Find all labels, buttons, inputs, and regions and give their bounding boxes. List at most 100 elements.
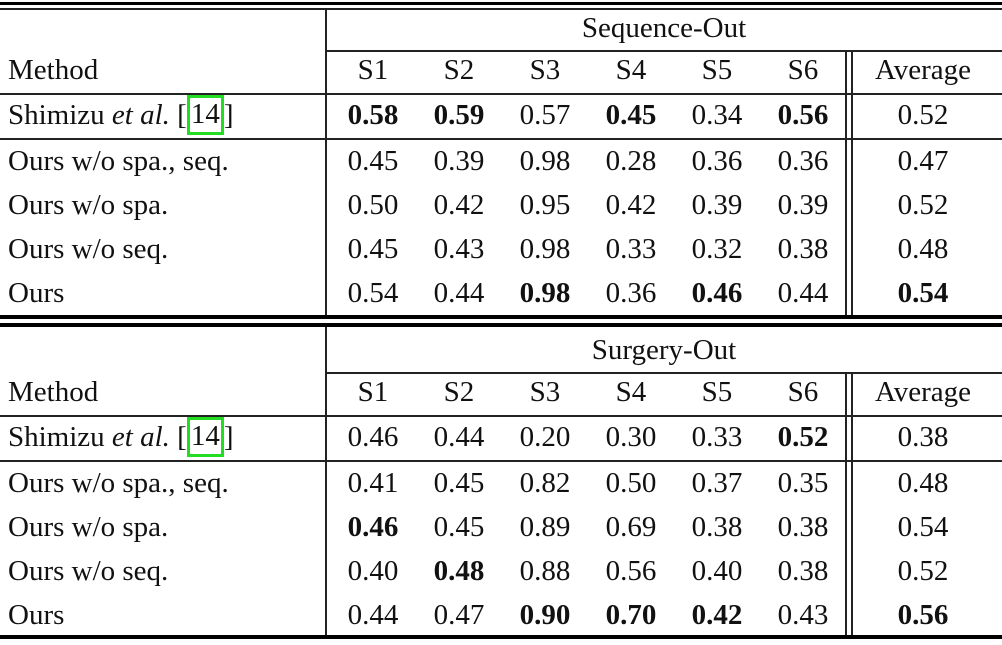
baseline-average: 0.38	[897, 421, 949, 453]
average-value: 0.56	[897, 599, 949, 631]
value-s4: 0.42	[605, 189, 657, 221]
citation-open-bracket: [	[169, 99, 187, 131]
value-s2: 0.42	[433, 189, 485, 221]
column-header-s4: S4	[615, 376, 647, 408]
value-s1: 0.54	[347, 277, 399, 309]
baseline-value-s4: 0.45	[605, 99, 657, 131]
method-name: Ours	[8, 277, 65, 309]
value-s3: 0.88	[519, 555, 571, 587]
baseline-rule	[0, 460, 1002, 462]
value-s2: 0.47	[433, 599, 485, 631]
value-s5: 0.42	[691, 599, 743, 631]
value-s3: 0.95	[519, 189, 571, 221]
baseline-value-s5: 0.34	[691, 99, 743, 131]
method-name: Ours w/o spa., seq.	[8, 145, 229, 177]
value-s3: 0.98	[519, 233, 571, 265]
value-s1: 0.50	[347, 189, 399, 221]
value-s6: 0.38	[777, 511, 829, 543]
group-title-rule	[326, 372, 1002, 374]
method-header: Method	[8, 54, 99, 86]
baseline-name-prefix: Shimizu	[8, 421, 112, 453]
value-s3: 0.98	[519, 145, 571, 177]
value-s2: 0.48	[433, 555, 485, 587]
baseline-value-s6: 0.56	[777, 99, 829, 131]
column-header-s6: S6	[787, 54, 819, 86]
top-rule	[0, 2, 1002, 5]
average-value: 0.54	[897, 277, 949, 309]
value-s2: 0.43	[433, 233, 485, 265]
value-s5: 0.38	[691, 511, 743, 543]
baseline-name-prefix: Shimizu	[8, 99, 112, 131]
surgery-out-table: Surgery-Out Method S1 S2 S3 S4 S5 S6 Average Shim…	[0, 315, 1002, 644]
value-s5: 0.36	[691, 145, 743, 177]
method-divider	[325, 327, 327, 635]
header-rule	[0, 93, 1002, 95]
citation-link[interactable]: 14	[186, 417, 224, 458]
citation-close-bracket: ]	[223, 421, 234, 453]
baseline-value-s2: 0.59	[433, 99, 485, 131]
value-s6: 0.43	[777, 599, 829, 631]
value-s1: 0.45	[347, 145, 399, 177]
value-s6: 0.39	[777, 189, 829, 221]
average-value: 0.48	[897, 233, 949, 265]
column-header-s1: S1	[357, 54, 389, 86]
baseline-value-s5: 0.33	[691, 421, 743, 453]
value-s5: 0.39	[691, 189, 743, 221]
value-s1: 0.46	[347, 511, 399, 543]
value-s5: 0.40	[691, 555, 743, 587]
value-s5: 0.37	[691, 467, 743, 499]
baseline-value-s4: 0.30	[605, 421, 657, 453]
value-s1: 0.45	[347, 233, 399, 265]
method-name: Ours w/o seq.	[8, 233, 169, 265]
average-header: Average	[874, 54, 972, 86]
value-s3: 0.90	[519, 599, 571, 631]
method-header: Method	[8, 376, 99, 408]
method-name: Ours w/o spa.	[8, 189, 169, 221]
method-name: Ours w/o spa., seq.	[8, 467, 229, 499]
value-s4: 0.28	[605, 145, 657, 177]
average-divider-right	[851, 372, 853, 635]
value-s6: 0.38	[777, 555, 829, 587]
value-s4: 0.36	[605, 277, 657, 309]
value-s4: 0.33	[605, 233, 657, 265]
baseline-name-italic: et al.	[111, 99, 170, 131]
value-s4: 0.56	[605, 555, 657, 587]
average-value: 0.48	[897, 467, 949, 499]
baseline-name-italic: et al.	[111, 421, 170, 453]
separator-rule-2	[0, 323, 1002, 327]
citation-link[interactable]: 14	[186, 95, 224, 136]
column-header-s2: S2	[443, 376, 475, 408]
separator-rule	[0, 315, 1002, 319]
value-s3: 0.82	[519, 467, 571, 499]
baseline-rule	[0, 138, 1002, 140]
method-name: Ours w/o seq.	[8, 555, 169, 587]
value-s4: 0.70	[605, 599, 657, 631]
method-divider	[325, 8, 327, 315]
average-divider-left	[845, 50, 847, 315]
group-title: Surgery-Out	[591, 334, 737, 366]
average-value: 0.52	[897, 189, 949, 221]
baseline-value-s1: 0.58	[347, 99, 399, 131]
column-header-s6: S6	[787, 376, 819, 408]
average-divider-left	[845, 372, 847, 635]
column-header-s3: S3	[529, 54, 561, 86]
top-rule-inner	[0, 8, 1002, 10]
value-s2: 0.45	[433, 511, 485, 543]
column-header-s4: S4	[615, 54, 647, 86]
citation-open-bracket: [	[169, 421, 187, 453]
baseline-value-s6: 0.52	[777, 421, 829, 453]
baseline-value-s3: 0.57	[519, 99, 571, 131]
method-name: Ours w/o spa.	[8, 511, 169, 543]
column-header-s3: S3	[529, 376, 561, 408]
value-s3: 0.98	[519, 277, 571, 309]
average-header: Average	[874, 376, 972, 408]
value-s6: 0.35	[777, 467, 829, 499]
bottom-rule	[0, 635, 1002, 639]
column-header-s2: S2	[443, 54, 475, 86]
average-divider-right	[851, 50, 853, 315]
value-s2: 0.44	[433, 277, 485, 309]
baseline-value-s2: 0.44	[433, 421, 485, 453]
column-header-s5: S5	[701, 54, 733, 86]
average-value: 0.47	[897, 145, 949, 177]
group-title: Sequence-Out	[581, 12, 747, 44]
